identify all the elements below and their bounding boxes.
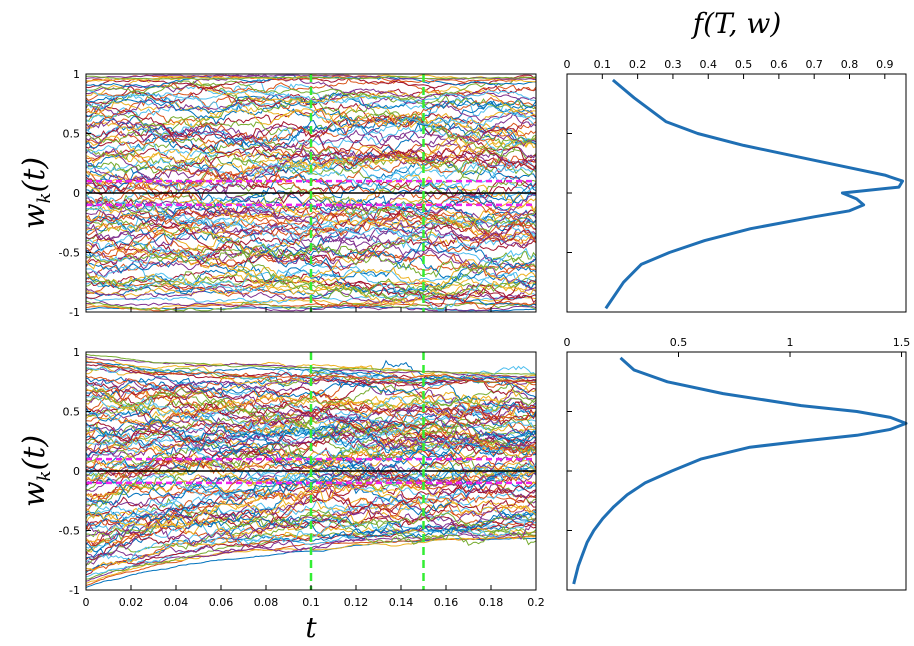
top-y-label-rest: (t)	[17, 157, 52, 192]
top-left-ticks: -1 -0.5 0 0.5 1	[59, 68, 537, 319]
trajectory-line	[85, 527, 537, 580]
y-tick-label: -1	[69, 584, 80, 597]
trajectory-line	[85, 271, 537, 307]
x-tick-label: 1	[787, 336, 794, 349]
y-tick-label: 0.5	[63, 406, 81, 419]
bottom-trajectories	[85, 353, 537, 589]
bottom-trajectory-panel: -1 -0.5 0 0.5 1 0 0.02 0.04 0.06 0.08 0.1 0.12 0.14 0…	[59, 346, 545, 609]
top-density-panel: 0 0.1 0.2 0.3 0.4 0.5 0.6 0.7 0.8 0.9	[564, 58, 907, 313]
trajectory-line	[85, 388, 537, 420]
trajectory-line	[85, 101, 537, 149]
trajectory-line	[85, 209, 537, 246]
y-tick-label: -1	[69, 306, 80, 319]
bottom-density-curve	[572, 356, 908, 585]
x-tick-label: 1.5	[893, 336, 911, 349]
trajectory-line	[85, 232, 537, 275]
trajectory-line	[85, 156, 537, 190]
top-y-label-sub: k	[34, 192, 55, 203]
top-trajectory-panel: -1 -0.5 0 0.5 1	[59, 68, 537, 319]
x-tick-label: 0.02	[119, 596, 144, 609]
y-tick-label: -0.5	[59, 247, 80, 260]
x-tick-label: 0.1	[302, 596, 320, 609]
trajectory-line	[85, 258, 537, 296]
x-tick-label: 0.14	[389, 596, 414, 609]
x-tick-label: 0.9	[876, 58, 894, 71]
trajectory-line	[85, 186, 537, 240]
y-tick-label: -0.5	[59, 525, 80, 538]
trajectory-line	[85, 493, 537, 547]
trajectory-line	[85, 400, 537, 454]
x-axis-label: t	[305, 611, 317, 644]
trajectory-line	[85, 140, 537, 189]
x-tick-label: 0.6	[770, 58, 788, 71]
x-tick-label: 0.16	[434, 596, 459, 609]
trajectory-line	[85, 535, 537, 586]
bottom-right-ticks: 0 0.5 1 1.5	[564, 336, 911, 591]
bottom-density-panel: 0 0.5 1 1.5	[564, 336, 911, 591]
x-tick-label: 0.2	[629, 58, 647, 71]
trajectory-line	[85, 105, 537, 141]
trajectory-line	[85, 448, 537, 479]
top-right-ticks: 0 0.1 0.2 0.3 0.4 0.5 0.6 0.7 0.8 0.9	[564, 58, 894, 313]
x-tick-label: 0.08	[254, 596, 279, 609]
trajectory-line	[85, 477, 537, 517]
y-tick-label: 0	[73, 465, 80, 478]
top-density-curve	[604, 78, 904, 310]
x-tick-label: 0.1	[594, 58, 612, 71]
bottom-overlay-lines	[86, 352, 536, 590]
bottom-left-ticks: -1 -0.5 0 0.5 1 0 0.02 0.04 0.06 0.08 0.1 0.12 0.14 0…	[59, 346, 545, 609]
y-tick-label: 1	[73, 346, 80, 359]
trajectory-line	[85, 383, 537, 414]
x-tick-label: 0.2	[527, 596, 545, 609]
y-tick-label: 0.5	[63, 128, 81, 141]
x-tick-label: 0.5	[670, 336, 688, 349]
bottom-right-axes-frame	[566, 351, 907, 591]
trajectory-line	[85, 502, 537, 563]
x-tick-label: 0.06	[209, 596, 234, 609]
trajectory-line	[85, 93, 537, 137]
x-tick-label: 0	[83, 596, 90, 609]
x-tick-label: 0	[564, 58, 571, 71]
trajectory-line	[85, 461, 537, 506]
x-tick-label: 0.7	[805, 58, 823, 71]
trajectory-line	[85, 188, 537, 242]
trajectory-line	[85, 360, 537, 384]
density-title: f(T, w)	[691, 7, 782, 40]
x-tick-label: 0.5	[735, 58, 753, 71]
x-tick-label: 0.04	[164, 596, 189, 609]
y-tick-label: 0	[73, 187, 80, 200]
bottom-y-label-main: w	[17, 481, 52, 507]
x-tick-label: 0.8	[841, 58, 859, 71]
trajectory-line	[85, 300, 537, 312]
bottom-y-axis-label: wk(t)	[17, 435, 55, 507]
top-y-label-main: w	[17, 203, 52, 229]
bottom-y-label-rest: (t)	[17, 435, 52, 470]
x-tick-label: 0.4	[700, 58, 718, 71]
top-overlay-lines	[86, 74, 536, 312]
top-y-axis-label: wk(t)	[17, 157, 55, 229]
x-tick-label: 0.3	[664, 58, 682, 71]
x-tick-label: 0.18	[479, 596, 504, 609]
y-tick-label: 1	[73, 68, 80, 81]
x-tick-label: 0.12	[344, 596, 369, 609]
x-tick-label: 0	[564, 336, 571, 349]
trajectory-line	[85, 277, 537, 298]
bottom-y-label-sub: k	[34, 470, 55, 481]
